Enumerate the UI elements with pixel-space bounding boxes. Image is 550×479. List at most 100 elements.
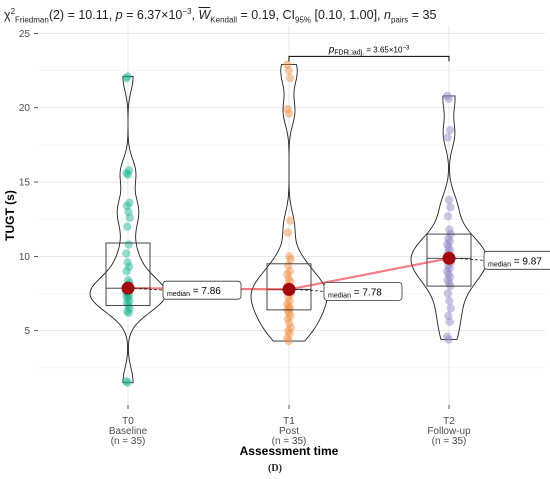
- data-point: [283, 228, 293, 237]
- data-point: [125, 304, 134, 313]
- p-symbol: p: [115, 8, 123, 23]
- median-label-box: [323, 281, 403, 301]
- data-point: [122, 73, 131, 83]
- data-point: [444, 234, 453, 243]
- p-value: = 6.37×10: [122, 8, 183, 23]
- x-tick-name: Baseline: [109, 426, 148, 437]
- y-tick-label: 10: [19, 252, 31, 263]
- data-point: [285, 329, 294, 338]
- data-point: [285, 319, 294, 328]
- data-point: [444, 270, 453, 279]
- data-point: [445, 264, 454, 273]
- data-point: [443, 275, 452, 285]
- chi-sub: Friedman: [15, 15, 49, 25]
- data-point: [123, 222, 132, 231]
- y-tick-label: 25: [19, 29, 31, 40]
- comparison-bracket: [288, 55, 450, 62]
- w-symbol: W: [198, 8, 211, 23]
- grid: [38, 26, 545, 405]
- stats-subtitle: χ2Friedman(2) = 10.11, p = 6.37×10−3, WK…: [4, 7, 437, 25]
- data-point: [286, 323, 295, 332]
- violin-T1: [250, 64, 328, 342]
- data-point: [283, 60, 292, 69]
- data-point: [124, 165, 134, 175]
- median-label-T2: median = 9.87: [488, 256, 542, 268]
- data-point: [446, 304, 455, 313]
- points-T2: [443, 91, 455, 344]
- data-point: [285, 252, 294, 261]
- median-label-value: = 7.78: [351, 287, 382, 298]
- data-point: [284, 336, 293, 346]
- box-T0: [105, 242, 151, 306]
- y-tick-label: 20: [19, 103, 31, 114]
- data-point: [443, 267, 452, 276]
- y-axis-title: TUGT (s): [3, 190, 17, 241]
- data-point: [123, 72, 132, 81]
- x-tick-name: Post: [279, 426, 299, 437]
- data-point: [124, 308, 133, 318]
- median-label-sub: median: [328, 292, 351, 299]
- data-point: [284, 308, 294, 318]
- data-point: [445, 225, 454, 234]
- w-sub: Kendall: [210, 15, 237, 25]
- comparison-p: p: [328, 44, 335, 55]
- data-point: [445, 272, 455, 282]
- data-point: [443, 240, 452, 249]
- comparison-label: pFDR□adj. = 3.65×10−3: [328, 44, 410, 56]
- ci-value: [0.10, 1.00],: [311, 8, 381, 23]
- data-point: [446, 203, 455, 212]
- data-point: [283, 105, 292, 114]
- data-point: [283, 270, 292, 279]
- data-point: [123, 378, 132, 387]
- data-point: [284, 302, 293, 312]
- n-symbol: n: [384, 8, 391, 23]
- x-tick-n: (n = 35): [432, 436, 467, 447]
- data-point: [444, 243, 453, 252]
- data-point: [122, 168, 131, 178]
- n-sub: pairs: [390, 15, 409, 25]
- data-point: [284, 274, 293, 283]
- median-label-T1: median = 7.78: [328, 287, 382, 299]
- x-tick-n: (n = 35): [111, 436, 146, 447]
- comparison-value: = 3.65×10: [364, 45, 403, 54]
- box-T2: [426, 233, 472, 287]
- median-label-value: = 9.87: [511, 256, 542, 267]
- data-point: [444, 195, 454, 205]
- data-point: [283, 314, 293, 323]
- violin-T0: [89, 76, 167, 384]
- median-label-sub: median: [488, 261, 511, 268]
- comparison-sub: FDR□adj.: [334, 49, 364, 56]
- y-tick-label: 5: [24, 326, 30, 337]
- data-point: [123, 170, 133, 179]
- chi-symbol: χ: [4, 8, 11, 23]
- data-point: [443, 91, 452, 101]
- chi-value: (2) = 10.11,: [48, 8, 113, 23]
- x-tick-code: T2: [443, 416, 455, 427]
- data-point: [286, 311, 295, 321]
- data-point: [445, 296, 454, 306]
- data-point: [123, 307, 132, 316]
- data-point: [125, 296, 134, 306]
- x-axis-title: Assessment time: [240, 444, 339, 458]
- median-label-box: [162, 280, 242, 300]
- comparison-exp: −3: [402, 45, 410, 51]
- data-point: [284, 109, 294, 118]
- median-dot-T2: [442, 251, 456, 265]
- median-dot-T1: [282, 282, 296, 296]
- median-dot-T0: [121, 281, 135, 295]
- data-point: [283, 299, 292, 309]
- data-point: [122, 249, 131, 258]
- data-point: [285, 73, 295, 83]
- data-point: [443, 289, 453, 298]
- median-label-value: = 7.86: [190, 286, 221, 297]
- data-point: [124, 262, 134, 271]
- data-point: [284, 326, 293, 335]
- data-point: [122, 298, 132, 307]
- data-point: [123, 293, 133, 303]
- data-point: [124, 240, 133, 249]
- n-value: = 35: [408, 8, 437, 23]
- data-point: [125, 198, 134, 208]
- data-point: [123, 258, 132, 267]
- data-point: [444, 94, 453, 104]
- median-label-T0: median = 7.86: [167, 286, 221, 298]
